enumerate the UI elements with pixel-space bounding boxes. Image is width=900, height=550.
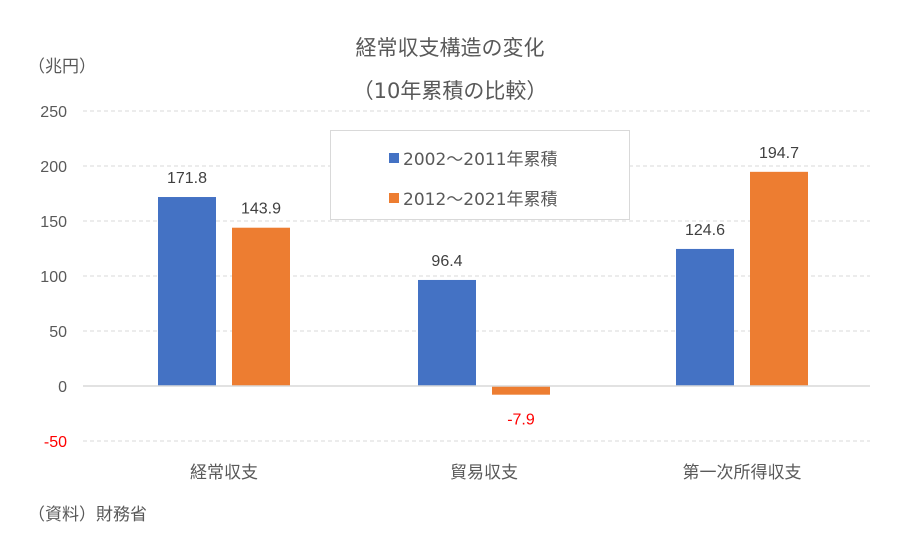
source-note: （資料）財務省	[28, 505, 147, 525]
legend-swatch	[389, 152, 399, 163]
legend: 2002〜2011年累積 2012〜2021年累積	[330, 130, 630, 220]
y-axis-unit-label: （兆円）	[28, 57, 96, 77]
x-category-label: 経常収支	[190, 463, 258, 483]
x-category-label: 貿易収支	[450, 463, 518, 483]
y-tick-label: 0	[58, 379, 67, 396]
bar-series-2	[232, 227, 290, 386]
data-label: 96.4	[431, 253, 462, 270]
x-category-label: 第一次所得収支	[683, 463, 802, 483]
chart-subtitle: （10年累積の比較）	[352, 79, 548, 103]
data-label: 143.9	[241, 201, 281, 218]
bar-series-1	[676, 248, 734, 386]
legend-label: 2002〜2011年累積	[403, 150, 558, 170]
y-tick-label: 150	[40, 214, 67, 231]
data-label: 171.8	[167, 170, 207, 187]
legend-item-series-2: 2012〜2021年累積	[389, 185, 558, 210]
legend-swatch	[389, 192, 399, 203]
bar-series-2	[492, 386, 550, 395]
data-label: 194.7	[759, 145, 799, 162]
y-tick-label: 200	[40, 159, 67, 176]
y-tick-label: 100	[40, 269, 67, 286]
bar-series-1	[158, 197, 216, 386]
chart-title: 経常収支構造の変化	[355, 36, 545, 60]
y-tick-label: 50	[49, 324, 67, 341]
bar-series-1	[418, 279, 476, 386]
legend-label: 2012〜2021年累積	[403, 190, 558, 210]
legend-item-series-1: 2002〜2011年累積	[389, 145, 558, 170]
data-label: -7.9	[507, 412, 535, 429]
y-tick-label: 250	[40, 104, 67, 121]
data-label: 124.6	[685, 222, 725, 239]
bar-series-2	[750, 171, 808, 386]
y-tick-label: -50	[44, 434, 67, 451]
